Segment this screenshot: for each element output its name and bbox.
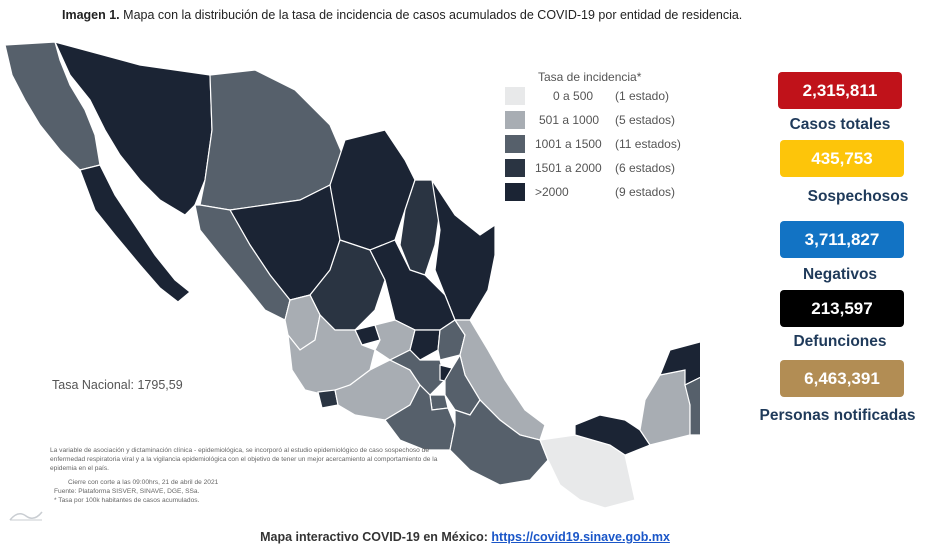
stat-deaths-box: 213,597: [780, 290, 904, 327]
stat-total-cases-box: 2,315,811: [778, 72, 902, 109]
stat-suspected-label: Sospechosos: [807, 188, 909, 205]
state-guerrero: [384, 383, 456, 451]
stat-negative-label: Negativos: [802, 266, 878, 283]
stat-total-cases-value: 2,315,811: [802, 80, 878, 100]
stat-negative-value: 3,711,827: [804, 229, 880, 249]
legend-range: >2000: [535, 185, 569, 199]
stat-notified-label: Personas notificadas: [759, 407, 916, 424]
agency-logo-icon: [9, 511, 43, 521]
stat-total-cases-label: Casos totales: [789, 116, 891, 133]
figure-caption: Imagen 1. Mapa con la distribución de la…: [62, 8, 742, 22]
legend-count: (9 estados): [615, 185, 676, 199]
caption-text: Mapa con la distribución de la tasa de i…: [123, 8, 743, 22]
stat-suspected-value: 435,753: [811, 148, 873, 168]
legend-swatch: [505, 183, 525, 201]
national-rate: Tasa Nacional: 1795,59: [52, 378, 183, 392]
state-tamaulipas: [431, 179, 496, 321]
stat-notified-box: 6,463,391: [780, 360, 904, 397]
legend-swatch: [505, 159, 525, 177]
legend-range: 1501 a 2000: [535, 161, 602, 175]
state-quintana-roo: [684, 376, 700, 436]
caption-label: Imagen 1.: [62, 8, 120, 22]
notes-main: La variable de asociación y dictaminació…: [50, 447, 438, 472]
stat-notified-value: 6,463,391: [804, 368, 880, 388]
legend-item: 501 a 1000 (5 estados): [505, 110, 675, 130]
mexico-incidence-map: [4, 41, 700, 509]
legend-count: (11 estados): [615, 137, 681, 151]
notes-source: Fuente: Plataforma SISVER, SINAVE, DGE, …: [54, 488, 200, 496]
legend-range: 0 a 500: [553, 89, 594, 103]
state-campeche: [639, 369, 691, 446]
legend-title: Tasa de incidencia*: [538, 70, 642, 84]
legend-item: >2000 (9 estados): [505, 182, 675, 202]
footer-link[interactable]: https://covid19.sinave.gob.mx: [491, 530, 670, 544]
state-baja-california-sur: [79, 164, 191, 303]
legend-range: 501 a 1000: [539, 113, 600, 127]
state-queretaro: [409, 329, 441, 361]
legend-item: 0 a 500 (1 estado): [505, 86, 669, 106]
stat-deaths-value: 213,597: [811, 298, 873, 318]
legend-range: 1001 a 1500: [535, 137, 602, 151]
legend-item: 1001 a 1500 (11 estados): [505, 134, 681, 154]
legend-swatch: [505, 135, 525, 153]
legend-item: 1501 a 2000 (6 estados): [505, 158, 675, 178]
footer: Mapa interactivo COVID-19 en México: htt…: [0, 530, 930, 544]
stat-negative-box: 3,711,827: [780, 221, 904, 258]
legend-swatch: [505, 111, 525, 129]
legend-count: (1 estado): [615, 89, 670, 103]
notes-rate: * Tasa por 100k habitantes de casos acum…: [54, 496, 200, 504]
state-chiapas: [539, 434, 636, 509]
legend-count: (5 estados): [615, 113, 676, 127]
footer-text: Mapa interactivo COVID-19 en México:: [260, 530, 488, 544]
state-jalisco: [287, 313, 376, 396]
state-yucatan: [659, 341, 700, 386]
stat-suspected-box: 435,753: [780, 140, 904, 177]
notes-cutoff: Cierre con corte a las 09:00hrs, 21 de a…: [68, 479, 219, 487]
stat-deaths-label: Defunciones: [793, 333, 887, 350]
legend-swatch: [505, 87, 525, 105]
methodology-notes: La variable de asociación y dictaminació…: [50, 447, 450, 506]
legend-count: (6 estados): [615, 161, 676, 175]
